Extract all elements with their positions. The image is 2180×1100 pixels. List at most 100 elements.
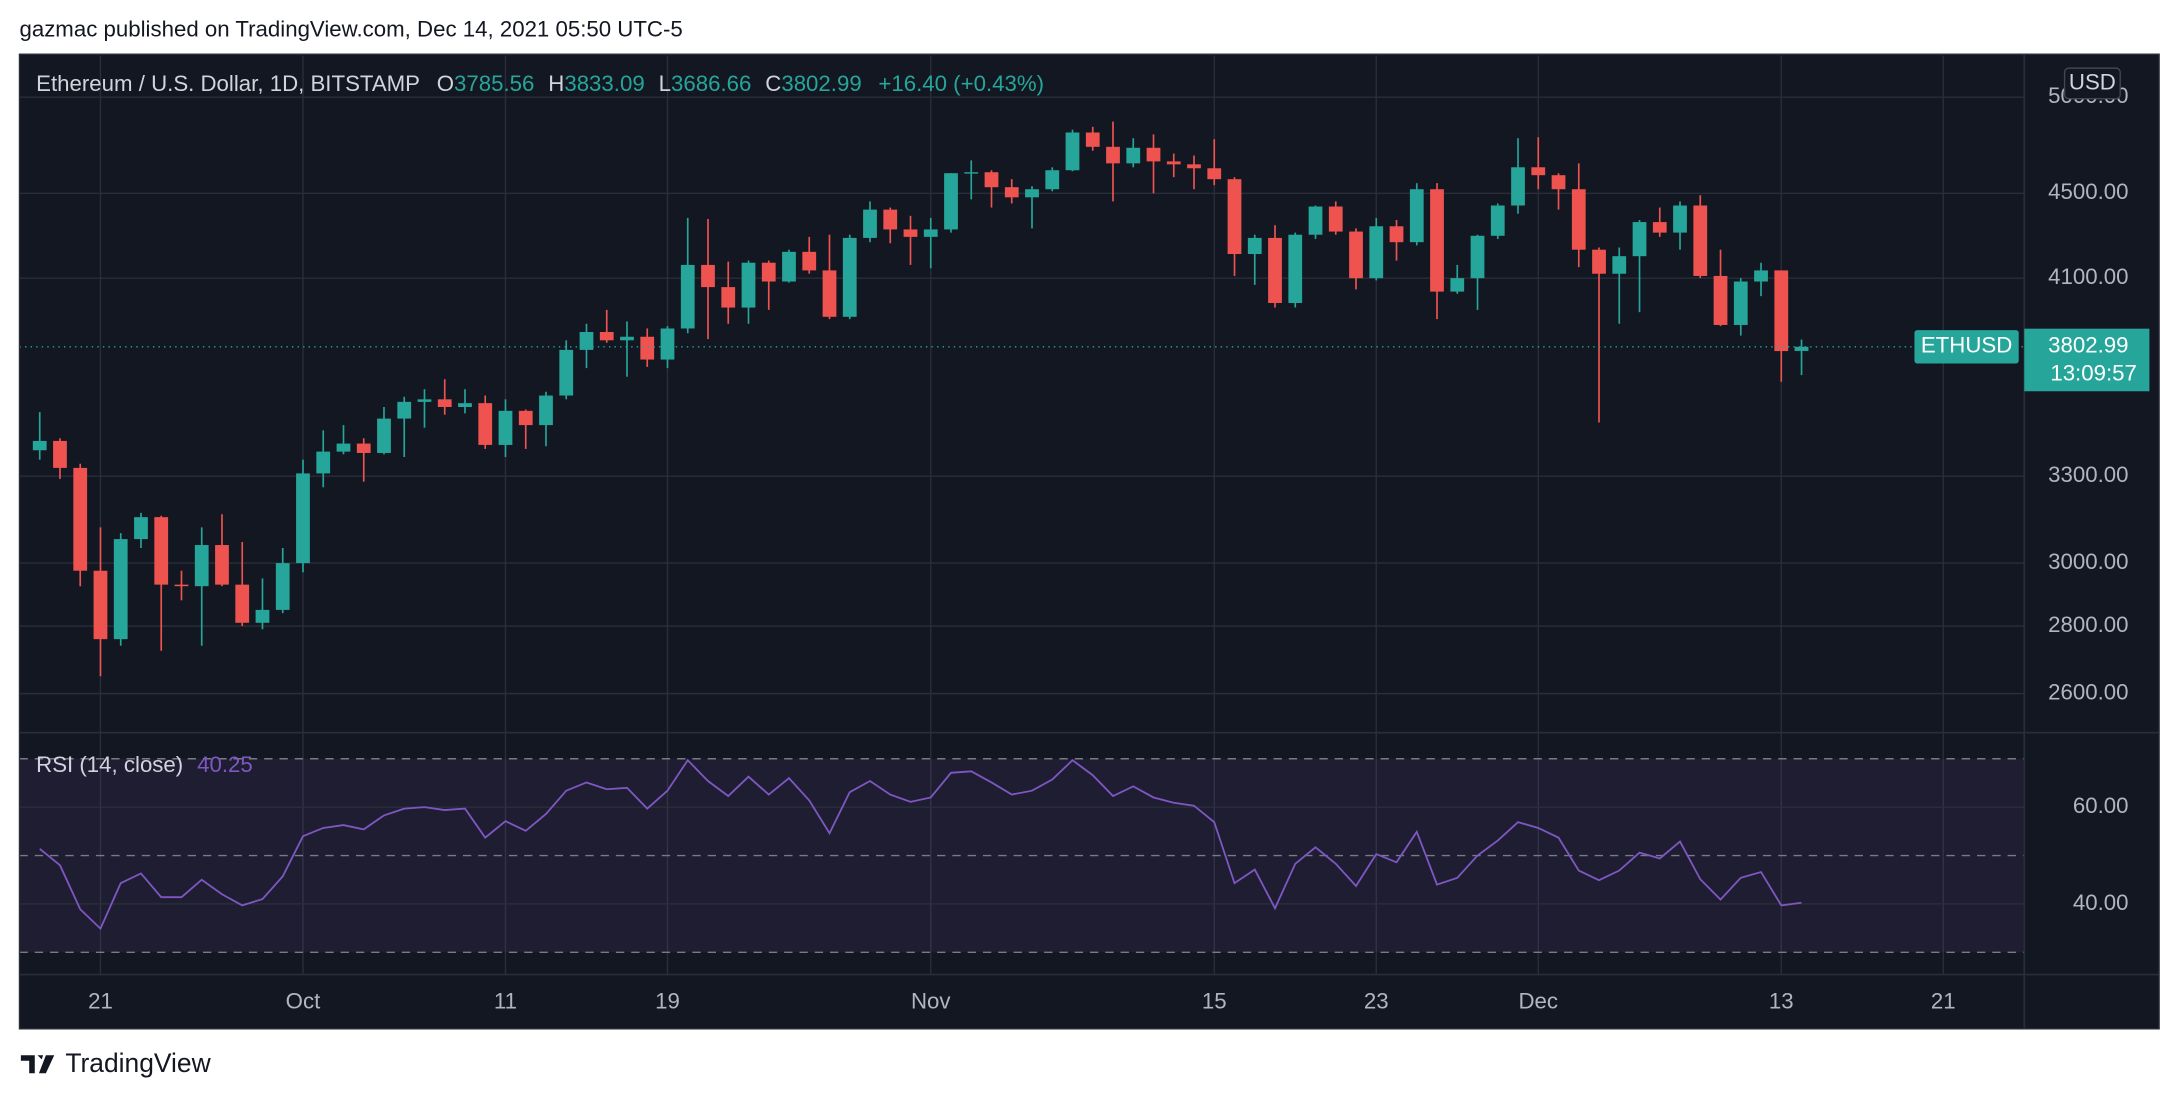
rsi-value: 40.25 <box>197 752 253 777</box>
publish-header: gazmac published on TradingView.com, Dec… <box>19 16 682 41</box>
candle-body <box>296 473 310 564</box>
currency-box <box>2063 67 2121 100</box>
x-tick-label: 15 <box>1202 988 1227 1013</box>
candle-body <box>1065 132 1080 171</box>
candle-body <box>1409 189 1424 243</box>
candle-body <box>1551 175 1566 190</box>
candle-body <box>215 545 229 585</box>
candle-body <box>964 172 979 174</box>
marks <box>32 121 1809 931</box>
candle-body <box>923 229 938 237</box>
legend-letter: L <box>659 71 671 96</box>
candle-body <box>1450 278 1465 292</box>
candle-body <box>1166 161 1181 165</box>
candle-body <box>1531 167 1546 176</box>
candle-body <box>397 401 412 419</box>
candle-body <box>154 517 169 585</box>
candle-body <box>579 332 594 350</box>
legend-value: 3802.99 <box>781 71 861 96</box>
candle-body <box>194 545 209 587</box>
candle-body <box>235 584 250 623</box>
candle-body <box>336 443 351 452</box>
y-tick-label: 4100.00 <box>2048 264 2128 289</box>
rsi-tick-label: 40.00 <box>2073 890 2129 915</box>
candle-body <box>1247 237 1262 255</box>
rsi-title: RSI (14, close) <box>36 752 183 777</box>
rsi-legend: RSI (14, close) 40.25 <box>36 752 253 777</box>
candle-body <box>620 336 634 341</box>
candle-body <box>660 328 675 360</box>
y-tick-label: 3000.00 <box>2048 549 2128 574</box>
candle-body <box>437 399 452 407</box>
candle-body <box>1673 205 1687 233</box>
candle-body <box>1470 235 1485 279</box>
rsi-line <box>39 758 1802 931</box>
candle-body <box>518 410 533 426</box>
candle-body <box>1713 275 1728 325</box>
candle-body <box>1085 132 1100 147</box>
candle-body <box>741 262 756 308</box>
candle-body <box>863 209 877 238</box>
candle-body <box>1794 346 1809 351</box>
candle-body <box>1369 226 1384 279</box>
legend-change: +16.40 (+0.43%) <box>878 71 1044 96</box>
candle-body <box>1025 189 1039 198</box>
candle-body <box>944 173 958 230</box>
candle-body <box>53 440 67 468</box>
currency-label: USD <box>2069 69 2116 94</box>
x-tick-label: 21 <box>88 988 113 1013</box>
candle-body <box>1106 146 1120 164</box>
candle-body <box>1754 270 1768 282</box>
candle-body <box>1227 179 1242 255</box>
legend-value: 3833.09 <box>564 71 644 96</box>
x-tick-label: 19 <box>655 988 680 1013</box>
x-tick-label: 11 <box>494 988 517 1013</box>
candle-body <box>458 403 472 407</box>
candle-body <box>32 440 47 451</box>
candle-body <box>316 451 331 474</box>
legend-letter: C <box>765 71 781 96</box>
candle-body <box>377 418 391 453</box>
candle-body <box>498 410 513 445</box>
last-price-label: 3802.99 <box>2048 333 2128 358</box>
candle-body <box>93 570 108 640</box>
last-price-box <box>2024 328 2150 392</box>
candle-body <box>134 517 148 540</box>
footer-logo: TradingView <box>20 1048 212 1078</box>
y-tick-label: 4500.00 <box>2048 179 2128 204</box>
x-tick-label: 23 <box>1364 988 1389 1013</box>
candle-body <box>1328 206 1343 232</box>
candle-body <box>1126 147 1141 164</box>
symbol-tag <box>1914 330 2019 364</box>
candle-body <box>1733 281 1748 325</box>
candle-body <box>255 609 270 623</box>
candle-body <box>1389 226 1404 243</box>
x-tick-label: 13 <box>1769 988 1794 1013</box>
candle-body <box>1288 234 1303 303</box>
candle-body <box>1592 249 1606 274</box>
candle-body <box>903 229 918 237</box>
candle-body <box>802 251 817 271</box>
candle-body <box>680 264 695 329</box>
candle-body <box>1612 256 1627 274</box>
legend-letter: O <box>437 71 454 96</box>
rsi-tick-label: 60.00 <box>2073 793 2129 818</box>
chart-frame <box>19 54 2160 1029</box>
candle-body <box>1652 222 1667 233</box>
candle-body <box>1187 164 1201 169</box>
y-tick-label: 2800.00 <box>2048 612 2128 637</box>
candle-body <box>478 403 493 445</box>
candle-body <box>984 172 999 188</box>
candle-body <box>1349 231 1363 279</box>
candle-body <box>1571 189 1586 250</box>
candle-body <box>842 237 857 317</box>
x-tick-label: 21 <box>1931 988 1956 1013</box>
x-tick-label: Nov <box>911 988 951 1013</box>
y-tick-label: 3300.00 <box>2048 462 2128 487</box>
candle-body <box>275 563 290 610</box>
chart-border <box>18 53 2160 1030</box>
legend-value: 3785.56 <box>454 71 534 96</box>
candle-body <box>640 336 655 360</box>
candle-body <box>1268 237 1282 303</box>
